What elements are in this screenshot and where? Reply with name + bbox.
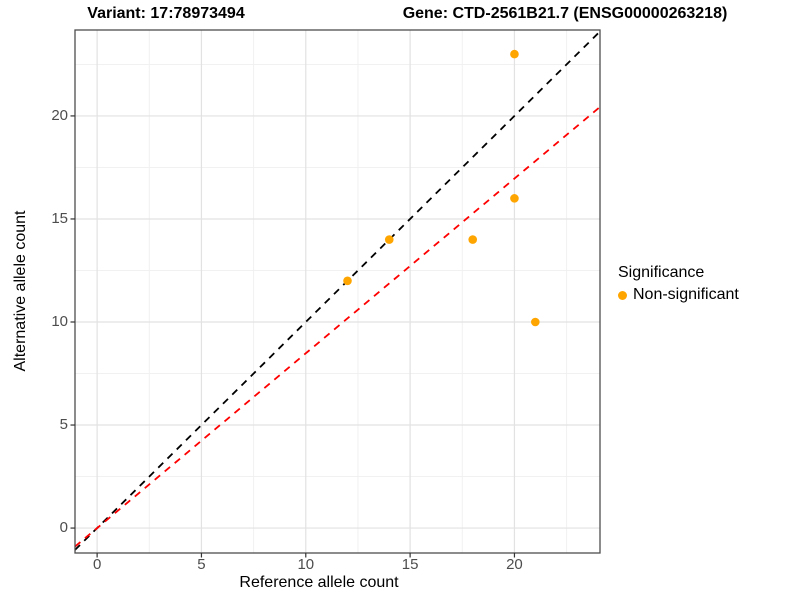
data-point <box>343 276 352 286</box>
data-point <box>468 235 478 244</box>
x-axis-title: Reference allele count <box>239 574 399 591</box>
panel-border <box>74 29 601 554</box>
y-tick-label: 20 <box>51 106 68 124</box>
y-axis-title: Alternative allele count <box>12 210 29 372</box>
legend: Significance Non-significant <box>618 264 739 304</box>
data-point <box>510 49 519 59</box>
legend-item: Non-significant <box>618 286 739 304</box>
non-significant-point-icon <box>618 290 627 300</box>
y-tick-label: 15 <box>51 209 68 227</box>
x-tick-label: 0 <box>92 556 102 573</box>
data-point <box>510 194 519 203</box>
x-tick-label: 15 <box>401 556 419 573</box>
identity-line <box>75 30 600 551</box>
legend-title: Significance <box>618 264 705 281</box>
variant-title: Variant: 17:78973494 <box>87 5 245 22</box>
y-tick-label: 5 <box>59 416 68 434</box>
y-tick-label: 0 <box>59 519 68 537</box>
allelic-ratio-line <box>75 106 600 548</box>
data-point <box>384 235 394 244</box>
y-tick-label: 10 <box>51 312 68 330</box>
x-tick-label: 20 <box>506 556 523 573</box>
x-tick-label: 10 <box>297 556 315 573</box>
data-point <box>531 317 540 327</box>
x-tick-label: 5 <box>197 556 206 573</box>
legend-item-label: Non-significant <box>633 286 739 303</box>
gene-title: Gene: CTD-2561B21.7 (ENSG00000263218) <box>402 5 728 22</box>
